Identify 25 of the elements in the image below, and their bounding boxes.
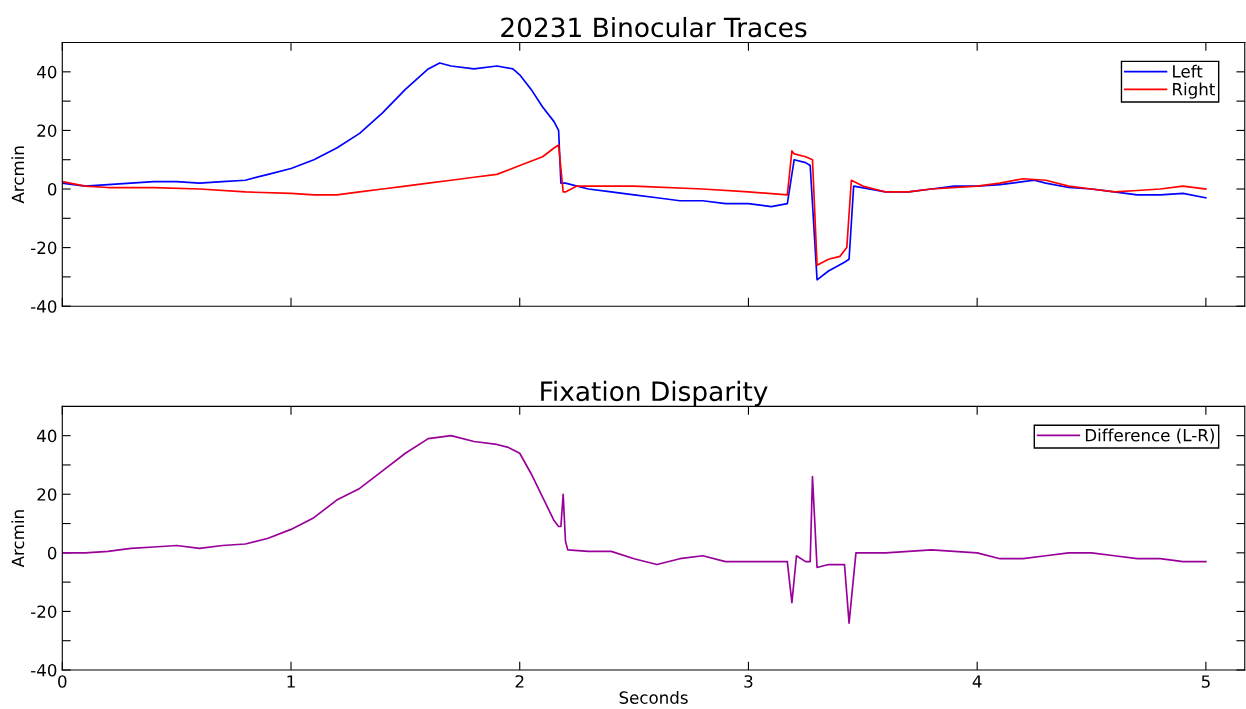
y-tick-label: 40	[37, 429, 57, 443]
y-tick-label: 40	[37, 65, 57, 79]
y-tick-label: -40	[31, 663, 57, 677]
y-tick-label: -40	[31, 300, 57, 313]
y-axis-title: Arcmin	[11, 510, 25, 568]
legend-label: Right	[1173, 82, 1215, 99]
x-tick-label: 2	[515, 675, 524, 688]
y-tick-label: 20	[37, 488, 57, 501]
y-tick-label: -20	[31, 241, 57, 255]
y-tick-label: -20	[31, 605, 57, 618]
y-tick-label: 20	[37, 124, 57, 137]
x-tick-label: 0	[58, 675, 67, 688]
x-tick-label: 3	[744, 675, 753, 688]
x-axis-title: Seconds	[619, 691, 688, 704]
x-tick-label: 4	[972, 675, 982, 688]
y-axis-title: Arcmin	[11, 146, 25, 204]
legend-label: Difference (L-R)	[1085, 428, 1214, 444]
y-tick-label: 0	[47, 182, 57, 196]
y-tick-label: 0	[47, 546, 57, 560]
chart-title: 20231 Binocular Traces	[501, 16, 807, 38]
legend-label: Left	[1173, 64, 1203, 78]
x-tick-label: 1	[287, 675, 295, 688]
line-series	[62, 144, 1207, 267]
chart-title: Fixation Disparity	[541, 380, 768, 407]
x-tick-label: 5	[1201, 675, 1210, 688]
